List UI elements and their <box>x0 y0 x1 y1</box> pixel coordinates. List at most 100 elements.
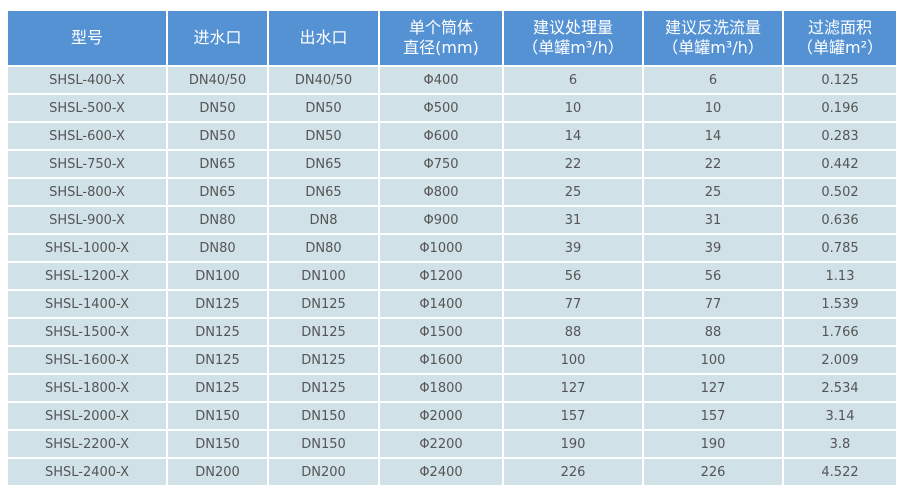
table-cell: Φ2000 <box>380 403 502 429</box>
table-cell: DN150 <box>269 431 378 457</box>
table-cell: 39 <box>644 235 782 261</box>
table-cell: DN125 <box>269 375 378 401</box>
table-row: SHSL-750-X DN65 DN65 Φ750 22 22 0.442 <box>8 151 896 177</box>
table-cell: Φ2200 <box>380 431 502 457</box>
table-cell: SHSL-1000-X <box>8 235 166 261</box>
table-cell: 77 <box>644 291 782 317</box>
table-row: SHSL-1600-X DN125 DN125 Φ1600 100 100 2.009 <box>8 347 896 373</box>
table-row: SHSL-1800-X DN125 DN125 Φ1800 127 127 2.534 <box>8 375 896 401</box>
table-cell: 157 <box>644 403 782 429</box>
table-row: SHSL-1000-X DN80 DN80 Φ1000 39 39 0.785 <box>8 235 896 261</box>
table-cell: 127 <box>644 375 782 401</box>
table-cell: DN200 <box>168 459 267 485</box>
table-row: SHSL-500-X DN50 DN50 Φ500 10 10 0.196 <box>8 95 896 121</box>
table-cell: DN50 <box>168 123 267 149</box>
table-cell: DN80 <box>269 235 378 261</box>
table-cell: 88 <box>644 319 782 345</box>
table-cell: SHSL-800-X <box>8 179 166 205</box>
table-cell: Φ1500 <box>380 319 502 345</box>
table-cell: 6 <box>504 67 642 93</box>
column-header: 进水口 <box>168 11 267 65</box>
table-cell: SHSL-500-X <box>8 95 166 121</box>
table-cell: 226 <box>644 459 782 485</box>
column-header-line1: 出水口 <box>299 28 348 47</box>
table-cell: SHSL-2400-X <box>8 459 166 485</box>
table-cell: 0.196 <box>784 95 896 121</box>
table-cell: DN200 <box>269 459 378 485</box>
table-cell: Φ1800 <box>380 375 502 401</box>
table-cell: 1.539 <box>784 291 896 317</box>
table-cell: 22 <box>644 151 782 177</box>
column-header-line2: 直径(mm) <box>403 38 479 57</box>
table-cell: 0.125 <box>784 67 896 93</box>
table-cell: Φ1200 <box>380 263 502 289</box>
table-row: SHSL-1400-X DN125 DN125 Φ1400 77 77 1.539 <box>8 291 896 317</box>
table-cell: DN65 <box>168 179 267 205</box>
table-cell: 10 <box>644 95 782 121</box>
table-cell: 157 <box>504 403 642 429</box>
column-header-line1: 建议反洗流量 <box>664 18 761 37</box>
table-cell: Φ900 <box>380 207 502 233</box>
table-row: SHSL-900-X DN80 DN8 Φ900 31 31 0.636 <box>8 207 896 233</box>
table-cell: DN125 <box>168 319 267 345</box>
table-row: SHSL-1500-X DN125 DN125 Φ1500 88 88 1.766 <box>8 319 896 345</box>
table-cell: SHSL-750-X <box>8 151 166 177</box>
table-cell: 0.785 <box>784 235 896 261</box>
table-cell: 56 <box>644 263 782 289</box>
table-cell: DN100 <box>269 263 378 289</box>
table-cell: 226 <box>504 459 642 485</box>
table-cell: DN125 <box>168 375 267 401</box>
table-cell: 0.442 <box>784 151 896 177</box>
table-cell: 25 <box>504 179 642 205</box>
table-cell: Φ1000 <box>380 235 502 261</box>
table-cell: SHSL-2200-X <box>8 431 166 457</box>
table-cell: 14 <box>644 123 782 149</box>
table-cell: SHSL-1800-X <box>8 375 166 401</box>
table-cell: Φ400 <box>380 67 502 93</box>
column-header: 单个筒体 直径(mm) <box>380 11 502 65</box>
table-cell: DN150 <box>168 403 267 429</box>
table-cell: 4.522 <box>784 459 896 485</box>
table-body: SHSL-400-X DN40/50 DN40/50 Φ400 6 6 0.125 SHSL-… <box>8 67 896 485</box>
table-cell: DN150 <box>168 431 267 457</box>
column-header-line1: 过滤面积 <box>807 18 872 37</box>
table-cell: Φ600 <box>380 123 502 149</box>
table-cell: DN40/50 <box>168 67 267 93</box>
column-header: 建议反洗流量 （单罐m³/h） <box>644 11 782 65</box>
table-cell: DN50 <box>269 95 378 121</box>
table-cell: 100 <box>644 347 782 373</box>
table-cell: DN65 <box>168 151 267 177</box>
table-cell: DN80 <box>168 207 267 233</box>
spec-table: 型号 进水口 出水口 单个筒体 直径(mm) 建议处理量 （单罐m³/h） 建议反洗流量 （单罐… <box>6 9 898 487</box>
table-cell: Φ1600 <box>380 347 502 373</box>
table-cell: 10 <box>504 95 642 121</box>
table-cell: SHSL-2000-X <box>8 403 166 429</box>
table-row: SHSL-800-X DN65 DN65 Φ800 25 25 0.502 <box>8 179 896 205</box>
table-cell: DN40/50 <box>269 67 378 93</box>
table-cell: DN150 <box>269 403 378 429</box>
table-cell: 88 <box>504 319 642 345</box>
table-cell: DN125 <box>168 291 267 317</box>
table-cell: 39 <box>504 235 642 261</box>
table-cell: SHSL-900-X <box>8 207 166 233</box>
table-cell: Φ1400 <box>380 291 502 317</box>
table-cell: 6 <box>644 67 782 93</box>
table-cell: 2.534 <box>784 375 896 401</box>
table-row: SHSL-400-X DN40/50 DN40/50 Φ400 6 6 0.125 <box>8 67 896 93</box>
table-cell: 0.283 <box>784 123 896 149</box>
table-row: SHSL-2400-X DN200 DN200 Φ2400 226 226 4.522 <box>8 459 896 485</box>
table-cell: SHSL-400-X <box>8 67 166 93</box>
table-cell: 1.13 <box>784 263 896 289</box>
table-cell: 14 <box>504 123 642 149</box>
table-cell: DN65 <box>269 179 378 205</box>
column-header: 建议处理量 （单罐m³/h） <box>504 11 642 65</box>
column-header-line1: 建议处理量 <box>532 18 613 37</box>
table-cell: Φ750 <box>380 151 502 177</box>
column-header-line2: （单罐m³/h） <box>522 38 624 57</box>
table-cell: DN80 <box>168 235 267 261</box>
table-cell: SHSL-600-X <box>8 123 166 149</box>
table-cell: 1.766 <box>784 319 896 345</box>
table-row: SHSL-2200-X DN150 DN150 Φ2200 190 190 3.8 <box>8 431 896 457</box>
table-cell: 2.009 <box>784 347 896 373</box>
table-cell: DN125 <box>168 347 267 373</box>
